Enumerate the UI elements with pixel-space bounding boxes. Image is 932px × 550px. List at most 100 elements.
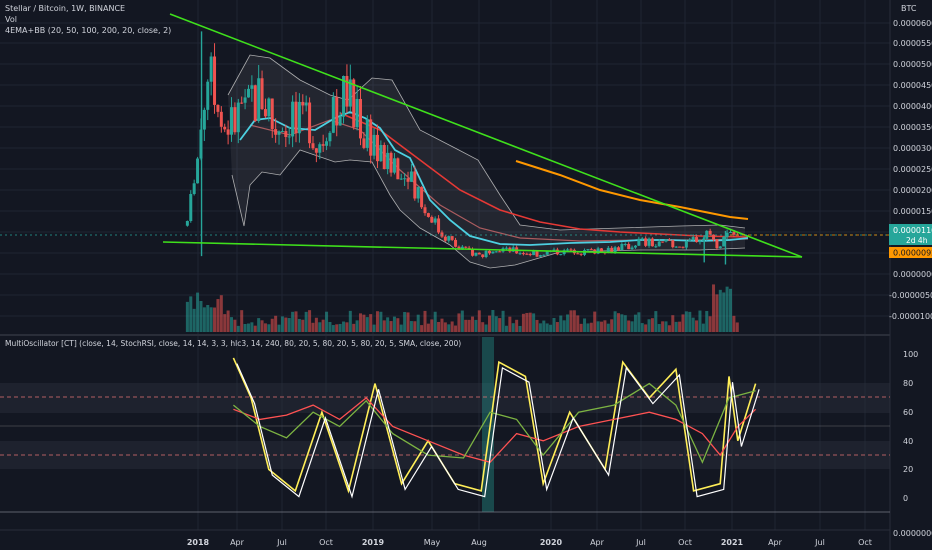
candle-body	[688, 239, 692, 241]
candle-body	[263, 109, 267, 117]
volume-bar	[620, 314, 624, 332]
oscillator-legend[interactable]: MultiOscillator [CT] (close, 14, StochRS…	[5, 339, 461, 348]
osc-overbought-zone	[0, 383, 890, 413]
candle-body	[348, 79, 352, 107]
volume-bar	[243, 323, 247, 332]
current-price-value: 0.00001106	[893, 226, 932, 235]
candle-body	[236, 102, 240, 133]
osc-bottom-tick: 0.00000000	[893, 529, 932, 538]
volume-bar	[263, 323, 267, 332]
volume-bar	[586, 323, 590, 332]
time-tick: 2019	[362, 538, 385, 547]
candle-body	[223, 126, 227, 130]
volume-bar	[396, 318, 400, 332]
volume-bar	[600, 321, 604, 332]
candle-body	[477, 252, 481, 255]
candle-body	[633, 245, 637, 248]
candle-body	[365, 119, 369, 148]
candle-body	[691, 237, 695, 240]
volume-bar	[257, 318, 261, 332]
oscillator-axis[interactable]: 100 80 60 40 20 0 0.00000000	[893, 350, 932, 538]
volume-bar	[416, 314, 420, 332]
volume-bar	[640, 323, 644, 332]
volume-bar	[430, 319, 434, 332]
volume-bar	[253, 325, 257, 332]
main-legend[interactable]: Stellar / Bitcoin, 1W, BINANCE Vol 4EMA+…	[5, 4, 171, 35]
candle-body	[640, 238, 644, 240]
volume-legend[interactable]: Vol	[5, 15, 17, 24]
volume-bar	[579, 323, 583, 332]
time-tick: 2021	[721, 538, 744, 547]
volume-bar	[223, 314, 227, 332]
volume-bar	[304, 311, 308, 332]
candle-body	[362, 138, 366, 148]
candle-body	[260, 78, 264, 110]
volume-bar	[226, 310, 230, 332]
candle-body	[359, 98, 363, 139]
time-tick: Aug	[471, 538, 487, 547]
volume-bar	[589, 322, 593, 332]
volume-bar	[521, 313, 525, 332]
price-tick: -0.00000500	[889, 291, 932, 300]
candle-body	[484, 250, 488, 258]
upper-trendline[interactable]	[169, 13, 803, 258]
volume-bar	[633, 314, 637, 332]
volume-bar	[196, 292, 200, 332]
candle-body	[657, 241, 661, 247]
time-tick: Jul	[635, 538, 646, 547]
volume-bar	[467, 319, 471, 332]
indicator-legend[interactable]: 4EMA+BB (20, 50, 100, 200, 20, close, 2)	[5, 26, 171, 35]
volume-bar	[359, 313, 363, 332]
candle-body	[491, 251, 495, 254]
volume-bar	[698, 310, 702, 332]
volume-bar	[399, 324, 403, 332]
volume-bar	[311, 322, 315, 332]
volume-bar	[392, 316, 396, 332]
volume-bar	[280, 316, 284, 332]
lower-trendline[interactable]	[162, 241, 803, 258]
volume-bar	[406, 312, 410, 332]
volume-bar	[535, 319, 539, 332]
volume-bar	[291, 311, 295, 332]
symbol-title[interactable]: Stellar / Bitcoin, 1W, BINANCE	[5, 4, 125, 13]
candle-body	[294, 101, 298, 134]
volume-bar	[202, 307, 206, 332]
osc-tick-40: 40	[903, 437, 913, 446]
volume-bar	[375, 311, 379, 332]
candle-body	[729, 231, 733, 233]
candle-body	[338, 116, 342, 126]
candle-body	[559, 254, 563, 256]
volume-bar	[260, 320, 264, 332]
volume-bar	[718, 289, 722, 332]
candle-body	[209, 56, 213, 82]
candle-body	[250, 85, 254, 89]
volume-bar	[701, 323, 705, 332]
volume-bar	[389, 321, 393, 332]
candle-body	[504, 247, 508, 249]
volume-bar	[352, 323, 356, 332]
volume-bar	[498, 318, 502, 332]
volume-bar	[528, 312, 532, 332]
volume-bar	[644, 324, 648, 332]
volume-bar	[362, 314, 366, 332]
candle-body	[616, 247, 620, 251]
volume-bar	[623, 315, 627, 332]
volume-bar	[678, 321, 682, 332]
candle-body	[426, 213, 430, 217]
candle-body	[430, 216, 434, 223]
volume-bar	[538, 323, 542, 332]
candle-body	[545, 251, 549, 255]
price-tick: 0.00002000	[893, 186, 932, 195]
volume-bar	[372, 324, 376, 332]
volume-bar	[525, 312, 529, 332]
candle-body	[379, 145, 383, 162]
candle-body	[219, 111, 223, 127]
volume-bar	[471, 316, 475, 332]
volume-bar	[420, 325, 424, 332]
candle-body	[342, 75, 346, 117]
time-axis[interactable]: 2018 Apr Jul Oct 2019 May Aug 2020 Apr J…	[187, 538, 872, 547]
price-tick: 0.00003000	[893, 144, 932, 153]
volume-bar	[308, 310, 312, 332]
candle-body	[664, 239, 668, 242]
